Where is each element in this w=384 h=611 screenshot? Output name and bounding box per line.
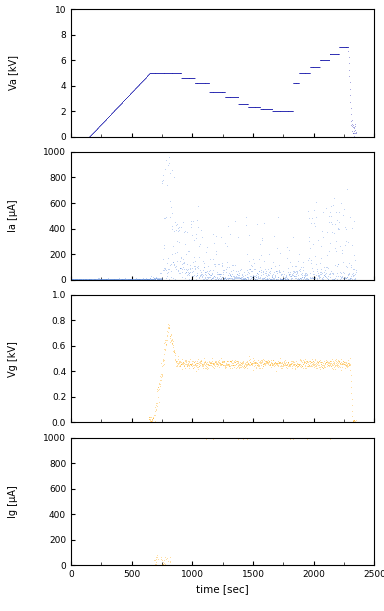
Y-axis label: Va [kV]: Va [kV]	[8, 56, 18, 90]
Y-axis label: Ig [μA]: Ig [μA]	[8, 485, 18, 518]
Y-axis label: Ia [μA]: Ia [μA]	[8, 199, 18, 232]
Y-axis label: Vg [kV]: Vg [kV]	[8, 341, 18, 376]
X-axis label: time [sec]: time [sec]	[196, 585, 249, 595]
